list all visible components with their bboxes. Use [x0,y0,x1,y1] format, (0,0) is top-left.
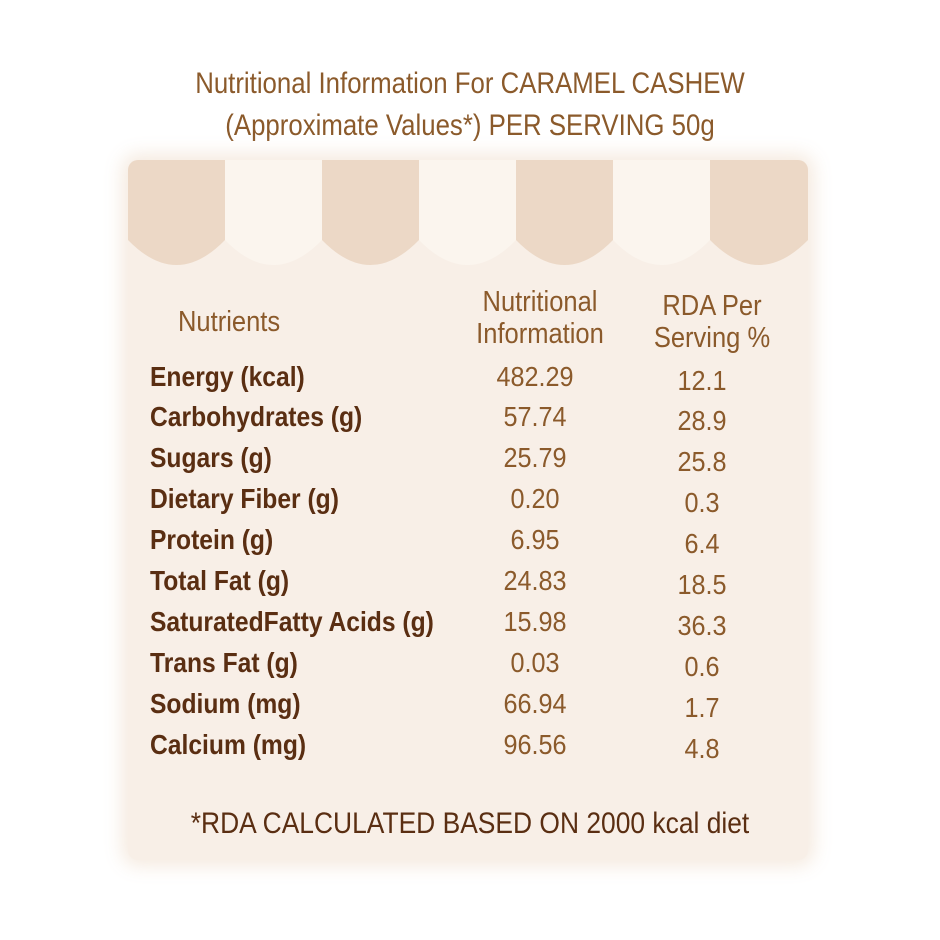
nutrient-value: 57.74 [503,401,567,432]
nutrient-value: 482.29 [496,361,574,392]
table-row: Total Fat (g) 24.83 18.5 [0,564,940,604]
nutrient-rda: 18.5 [677,569,727,600]
table-row: Carbohydrates (g) 57.74 28.9 [0,400,940,440]
nutrient-value: 15.98 [503,606,567,637]
column-header-rda-line-2: Serving % [653,322,771,354]
nutrient-name: Sugars (g) [150,442,272,473]
column-header-info-line-2: Information [476,318,604,350]
nutrition-card [128,160,808,860]
nutrient-name: Energy (kcal) [150,361,305,392]
nutrient-name: Protein (g) [150,524,274,555]
nutrient-rda: 25.8 [677,446,727,477]
nutrient-rda: 4.8 [684,733,720,764]
nutrient-rda: 36.3 [677,610,727,641]
title-line-2: (Approximate Values*) PER SERVING 50g [225,109,715,142]
nutrient-name: Sodium (mg) [150,688,301,719]
nutrient-rda: 0.3 [684,487,720,518]
column-header-nutrients: Nutrients [178,306,281,338]
nutrient-rda: 0.6 [684,651,720,682]
title-line-1: Nutritional Information For CARAMEL CASH… [195,67,745,100]
table-row: Trans Fat (g) 0.03 0.6 [0,646,940,686]
table-row: Energy (kcal) 482.29 12.1 [0,360,940,400]
nutrient-value: 0.20 [510,483,560,514]
nutrient-value: 24.83 [503,565,567,596]
nutrient-value: 96.56 [503,729,567,760]
nutrient-name: SaturatedFatty Acids (g) [150,606,434,637]
table-row: Calcium (mg) 96.56 4.8 [0,728,940,768]
table-row: Protein (g) 6.95 6.4 [0,523,940,563]
nutrient-rda: 12.1 [677,365,727,396]
nutrient-rda: 28.9 [677,405,727,436]
nutrient-name: Carbohydrates (g) [150,401,363,432]
nutrient-value: 6.95 [510,524,560,555]
column-header-rda: RDA Per Serving % [642,290,783,354]
column-header-info-line-1: Nutritional [482,286,598,318]
rda-footnote: *RDA CALCULATED BASED ON 2000 kcal diet [190,807,750,840]
awning-decoration [128,160,808,292]
nutrient-value: 66.94 [503,688,567,719]
nutrient-name: Total Fat (g) [150,565,290,596]
nutrient-rda: 1.7 [684,692,720,723]
nutrient-name: Calcium (mg) [150,729,307,760]
nutrient-name: Dietary Fiber (g) [150,483,339,514]
column-header-nutritional-information: Nutritional Information [461,286,619,350]
table-row: Sugars (g) 25.79 25.8 [0,441,940,481]
table-row: SaturatedFatty Acids (g) 15.98 36.3 [0,605,940,645]
table-row: Sodium (mg) 66.94 1.7 [0,687,940,727]
column-header-rda-line-1: RDA Per [662,290,762,322]
table-row: Dietary Fiber (g) 0.20 0.3 [0,482,940,522]
nutrient-rda: 6.4 [684,528,720,559]
nutrient-value: 25.79 [503,442,567,473]
nutrient-value: 0.03 [510,647,560,678]
nutrient-name: Trans Fat (g) [150,647,298,678]
